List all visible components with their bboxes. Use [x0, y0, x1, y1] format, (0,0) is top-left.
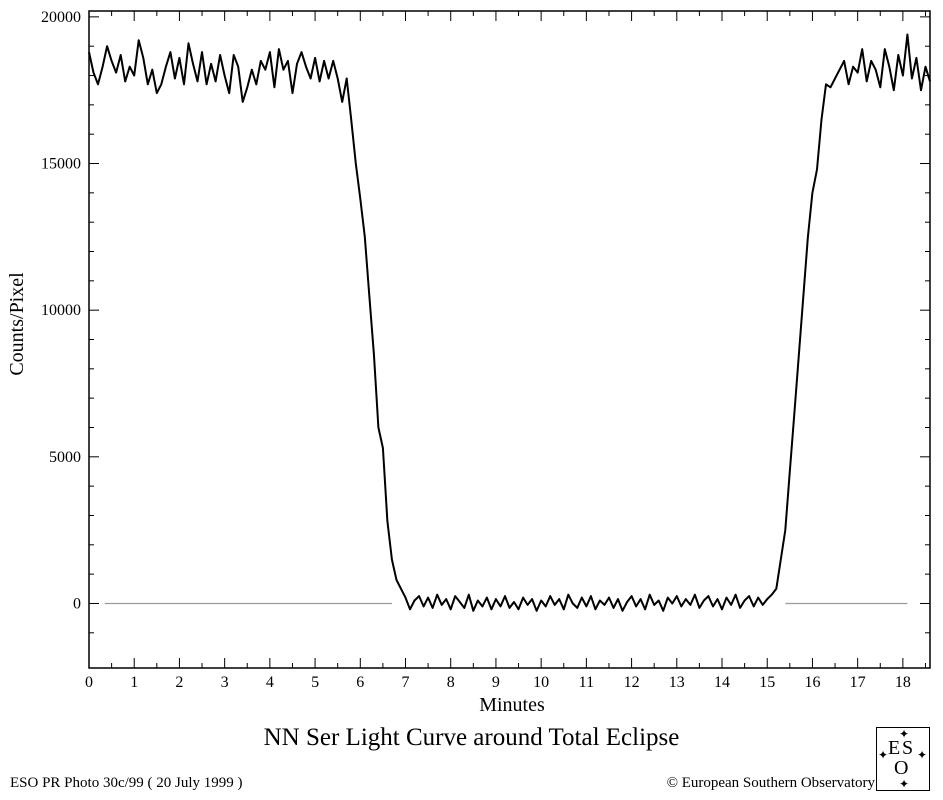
photo-credit: ESO PR Photo 30c/99 ( 20 July 1999 ): [10, 775, 243, 791]
plot-area: 0 1 2 3 4 5 6 7 8 9 10 11 12 13 14 15 16 17 18050001000015…: [41, 9, 931, 691]
eso-logo: E S O ✦ ✦ ✦ ✦: [876, 727, 930, 791]
x-tick-label: 15: [759, 674, 775, 691]
x-tick-label: 5: [311, 674, 319, 691]
y-tick-label: 5000: [49, 449, 81, 466]
light-curve-line: [88, 33, 931, 612]
star-icon: ✦: [917, 748, 928, 762]
x-tick-label: 0: [85, 674, 93, 691]
y-tick-label: 15000: [41, 156, 81, 173]
x-tick-label: 10: [533, 674, 549, 691]
copyright-notice: © European Southern Observatory: [666, 775, 875, 791]
y-tick-label: 10000: [41, 302, 81, 319]
eso-logo-letter-s: S: [902, 737, 914, 759]
x-tick-label: 8: [447, 674, 455, 691]
x-tick-label: 16: [804, 674, 820, 691]
x-tick-label: 17: [850, 674, 866, 691]
x-tick-label: 6: [356, 674, 364, 691]
x-tick-label: 1: [130, 674, 138, 691]
y-axis-label: Counts/Pixel: [6, 272, 28, 376]
eso-logo-letter-o: O: [894, 757, 909, 779]
x-tick-label: 9: [492, 674, 500, 691]
x-tick-label: 18: [895, 674, 911, 691]
x-tick-label: 12: [624, 674, 640, 691]
plot-frame: [88, 10, 931, 669]
x-tick-label: 13: [669, 674, 685, 691]
star-icon: ✦: [899, 777, 910, 791]
y-tick-label: 0: [73, 595, 81, 612]
x-tick-label: 4: [266, 674, 274, 691]
x-tick-label: 11: [579, 674, 594, 691]
star-icon: ✦: [878, 748, 889, 762]
x-tick-label: 2: [175, 674, 183, 691]
x-tick-label: 14: [714, 674, 730, 691]
y-tick-label: 20000: [41, 9, 81, 26]
x-tick-label: 7: [402, 674, 410, 691]
x-tick-label: 3: [221, 674, 229, 691]
eso-logo-letter-e: E: [888, 737, 901, 759]
star-icon: ✦: [899, 727, 910, 741]
chart-title: NN Ser Light Curve around Total Eclipse: [263, 724, 680, 751]
x-axis-label: Minutes: [479, 694, 545, 716]
